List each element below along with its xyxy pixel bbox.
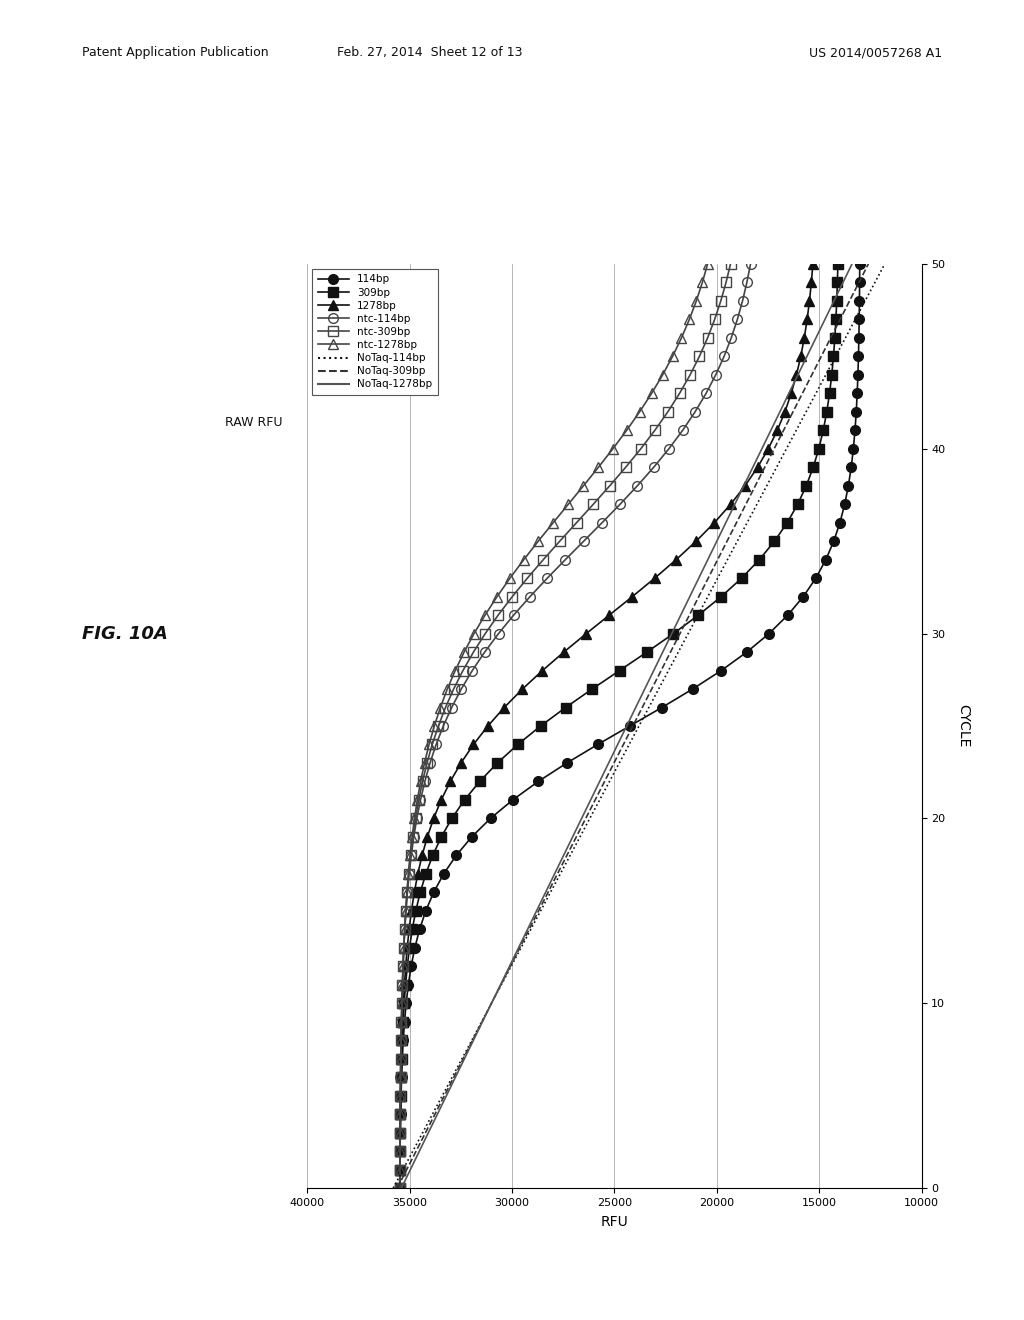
Line: NoTaq-1278bp: NoTaq-1278bp [401,264,852,1188]
Text: FIG. 10A: FIG. 10A [82,624,168,643]
NoTaq-1278bp [846,256,858,272]
NoTaq-114bp [387,1180,399,1196]
NoTaq-309bp [542,884,554,900]
114bp [428,884,440,900]
NoTaq-309bp [532,903,545,919]
1278bp [398,977,411,993]
ntc-1278bp [399,903,412,919]
ntc-309bp [720,275,732,290]
ntc-1278bp [504,570,516,586]
NoTaq-114bp [879,256,891,272]
NoTaq-114bp [712,570,724,586]
ntc-114bp [744,256,757,272]
ntc-1278bp [701,256,714,272]
114bp [810,570,822,586]
309bp [735,570,748,586]
1278bp [409,884,421,900]
ntc-309bp [724,256,736,272]
Line: NoTaq-114bp: NoTaq-114bp [393,264,885,1188]
114bp [402,977,415,993]
ntc-114bp [541,570,553,586]
309bp [393,1180,406,1196]
NoTaq-309bp [391,1180,403,1196]
Line: ntc-309bp: ntc-309bp [395,259,735,1193]
Y-axis label: CYCLE: CYCLE [956,705,971,747]
Text: Patent Application Publication: Patent Application Publication [82,46,268,59]
309bp [410,903,422,919]
114bp [834,515,846,531]
NoTaq-309bp [862,256,874,272]
NoTaq-309bp [495,977,507,993]
309bp [399,977,412,993]
NoTaq-309bp [702,570,715,586]
1278bp [805,275,817,290]
114bp [853,275,865,290]
ntc-309bp [396,977,409,993]
ntc-114bp [401,884,414,900]
114bp [393,1180,406,1196]
NoTaq-1278bp [720,515,732,531]
NoTaq-1278bp [692,570,705,586]
ntc-309bp [393,1180,406,1196]
NoTaq-1278bp [395,1180,408,1196]
309bp [414,884,426,900]
ntc-1278bp [396,977,409,993]
1278bp [393,1180,406,1196]
ntc-114bp [396,977,409,993]
ntc-114bp [596,515,608,531]
ntc-114bp [740,275,753,290]
1278bp [807,256,819,272]
NoTaq-309bp [730,515,742,531]
Line: 114bp: 114bp [395,259,864,1193]
114bp [420,903,432,919]
Line: 309bp: 309bp [395,259,843,1193]
ntc-309bp [570,515,583,531]
NoTaq-114bp [496,977,508,993]
ntc-1278bp [547,515,559,531]
NoTaq-114bp [535,903,547,919]
ntc-309bp [401,884,414,900]
NoTaq-1278bp [530,903,543,919]
Text: Feb. 27, 2014  Sheet 12 of 13: Feb. 27, 2014 Sheet 12 of 13 [337,46,523,59]
Line: ntc-114bp: ntc-114bp [395,259,756,1193]
Legend: 114bp, 309bp, 1278bp, ntc-114bp, ntc-309bp, ntc-1278bp, NoTaq-114bp, NoTaq-309bp: 114bp, 309bp, 1278bp, ntc-114bp, ntc-309… [312,269,437,395]
309bp [831,256,844,272]
NoTaq-114bp [545,884,557,900]
1278bp [648,570,660,586]
Text: US 2014/0057268 A1: US 2014/0057268 A1 [809,46,942,59]
NoTaq-1278bp [495,977,507,993]
ntc-1278bp [400,884,413,900]
Line: 1278bp: 1278bp [395,259,818,1193]
1278bp [406,903,418,919]
309bp [831,275,844,290]
Text: RAW RFU: RAW RFU [225,416,283,429]
NoTaq-114bp [741,515,754,531]
ntc-1278bp [696,275,709,290]
NoTaq-1278bp [540,884,552,900]
ntc-309bp [399,903,412,919]
NoTaq-1278bp [837,275,849,290]
NoTaq-309bp [853,275,865,290]
309bp [781,515,794,531]
X-axis label: RFU: RFU [600,1214,629,1229]
114bp [854,256,866,272]
ntc-114bp [393,1180,406,1196]
ntc-309bp [521,570,534,586]
ntc-1278bp [393,1180,406,1196]
1278bp [709,515,721,531]
Line: ntc-1278bp: ntc-1278bp [395,259,713,1193]
ntc-114bp [399,903,412,919]
Line: NoTaq-309bp: NoTaq-309bp [397,264,868,1188]
NoTaq-114bp [868,275,881,290]
